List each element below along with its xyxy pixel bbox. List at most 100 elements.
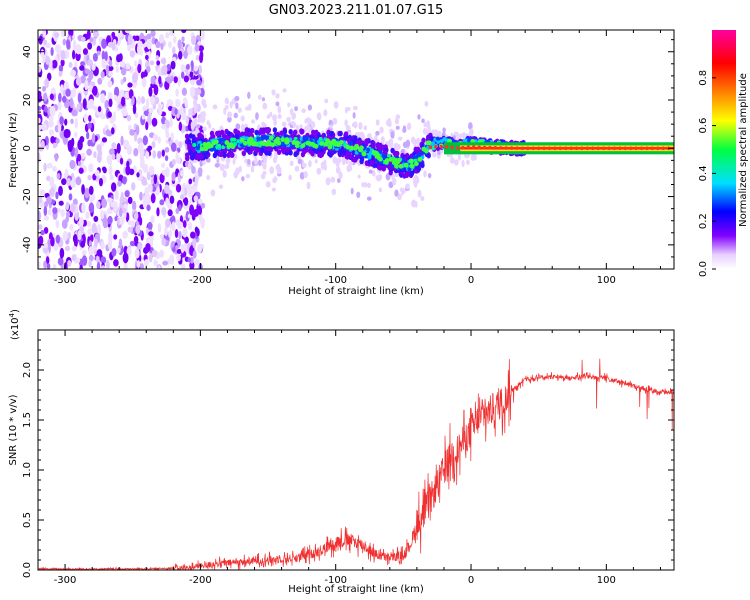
heatmap-cell — [189, 71, 194, 78]
heatmap-cell — [178, 121, 183, 132]
heatmap-cell — [199, 53, 204, 64]
heatmap-cell — [191, 122, 196, 127]
heatmap-cell — [212, 147, 217, 152]
heatmap-cell — [272, 127, 278, 133]
heatmap-cell — [376, 164, 382, 170]
heatmap-cell — [194, 43, 200, 52]
spectrogram-x-axis-label: Height of straight line (km) — [288, 286, 424, 297]
heatmap-cell — [127, 34, 133, 46]
heatmap-cell — [114, 216, 118, 222]
snr-y-tick-label: 0.5 — [22, 512, 33, 528]
heatmap-cell — [119, 60, 126, 68]
heatmap-cell — [153, 259, 158, 267]
spectrogram-x-tick-label: -300 — [54, 275, 77, 286]
heatmap-cell — [294, 165, 300, 172]
heatmap-cell — [150, 82, 156, 89]
heatmap-cell — [152, 150, 157, 159]
heatmap-cell — [286, 116, 291, 123]
heatmap-cell — [46, 175, 51, 182]
heatmap-cell — [455, 131, 459, 138]
heatmap-cell — [137, 241, 143, 250]
heatmap-cell — [120, 191, 124, 203]
heatmap-cell — [397, 136, 403, 141]
heatmap-cell — [227, 111, 232, 118]
heatmap-cell — [424, 100, 429, 107]
heatmap-cell — [311, 129, 316, 136]
spectrogram-x-tick-label: 100 — [597, 275, 616, 286]
heatmap-cell — [38, 105, 42, 112]
heatmap-cell — [310, 150, 315, 157]
heatmap-cell — [144, 186, 149, 198]
heatmap-cell — [74, 131, 78, 138]
heatmap-cell — [423, 121, 427, 128]
heatmap-cell — [221, 145, 226, 150]
heatmap-cell — [150, 193, 156, 204]
heatmap-cell — [69, 223, 74, 231]
heatmap-cell — [142, 197, 147, 209]
heatmap-cell — [375, 143, 381, 149]
heatmap-cell — [108, 70, 113, 77]
heatmap-cell — [250, 141, 256, 147]
heatmap-cell — [427, 173, 432, 179]
heatmap-cell — [153, 174, 158, 185]
heatmap-cell — [371, 140, 376, 147]
spectrogram-y-tick-label: 0 — [22, 145, 33, 151]
heatmap-cell — [38, 137, 42, 144]
heatmap-cell — [420, 196, 425, 202]
heatmap-cell — [100, 210, 105, 220]
heatmap-cell — [442, 127, 446, 133]
heatmap-cell — [185, 210, 190, 222]
heatmap-cell — [146, 65, 151, 73]
heatmap-cell — [345, 125, 351, 131]
heatmap-cell — [388, 138, 394, 145]
heatmap-cell — [316, 167, 322, 175]
heatmap-cell — [311, 121, 316, 129]
heatmap-cell — [50, 46, 54, 56]
carrier-peak — [531, 146, 536, 151]
heatmap-cell — [162, 260, 168, 266]
heatmap-cell — [87, 228, 94, 236]
heatmap-cell — [70, 202, 76, 213]
heatmap-cell — [183, 50, 188, 60]
heatmap-cell — [49, 186, 55, 198]
heatmap-cell — [338, 171, 343, 180]
heatmap-cell — [172, 246, 176, 253]
heatmap-cell — [122, 230, 128, 239]
heatmap-cell — [113, 259, 119, 267]
heatmap-cell — [78, 167, 84, 174]
heatmap-cell — [394, 163, 399, 169]
heatmap-cell — [82, 48, 89, 56]
heatmap-cell — [87, 59, 93, 67]
heatmap-cell — [306, 117, 311, 123]
heatmap-cell — [242, 140, 248, 146]
heatmap-cell — [128, 168, 135, 176]
heatmap-cell — [202, 142, 208, 147]
heatmap-cell — [175, 207, 180, 215]
snr-y-tick-label: 1.0 — [22, 462, 33, 478]
heatmap-cell — [201, 110, 206, 119]
heatmap-cell — [241, 176, 245, 182]
heatmap-cell — [229, 101, 233, 109]
heatmap-cell — [89, 196, 94, 203]
heatmap-cell — [126, 160, 130, 169]
heatmap-cell — [176, 254, 181, 262]
heatmap-cell — [450, 157, 455, 163]
heatmap-cell — [185, 64, 190, 70]
snr-x-tick-label: -300 — [54, 575, 77, 586]
heatmap-cell — [429, 135, 434, 142]
heatmap-cell — [262, 162, 267, 170]
heatmap-cell — [196, 79, 202, 86]
heatmap-cell — [143, 110, 149, 117]
heatmap-cell — [180, 64, 186, 72]
heatmap-cell — [193, 195, 199, 202]
heatmap-cell — [148, 86, 153, 97]
heatmap-cell — [159, 173, 165, 184]
heatmap-cell — [304, 125, 308, 133]
heatmap-cell — [38, 210, 41, 222]
heatmap-cell — [194, 104, 199, 110]
heatmap-cell — [43, 105, 48, 113]
heatmap-cell — [255, 112, 259, 120]
snr-y-tick-label: 1.5 — [22, 412, 33, 428]
heatmap-cell — [195, 54, 200, 61]
spectrogram-y-tick-label: 20 — [22, 94, 33, 107]
